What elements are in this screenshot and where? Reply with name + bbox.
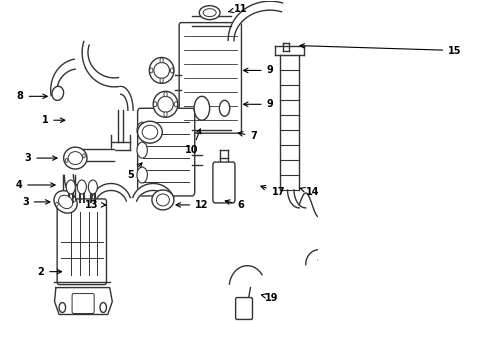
Ellipse shape bbox=[137, 121, 162, 143]
Circle shape bbox=[360, 215, 366, 225]
Polygon shape bbox=[64, 175, 82, 202]
Text: 5: 5 bbox=[127, 163, 142, 180]
Polygon shape bbox=[132, 184, 173, 201]
Circle shape bbox=[56, 202, 58, 206]
Circle shape bbox=[59, 302, 65, 312]
Text: 19: 19 bbox=[261, 293, 278, 302]
Text: 4: 4 bbox=[16, 180, 55, 190]
Circle shape bbox=[77, 180, 86, 194]
Text: 14: 14 bbox=[299, 187, 318, 197]
Circle shape bbox=[170, 68, 173, 73]
Text: 3: 3 bbox=[22, 197, 50, 207]
Text: 15: 15 bbox=[299, 44, 461, 55]
Ellipse shape bbox=[59, 195, 73, 208]
FancyBboxPatch shape bbox=[72, 293, 94, 314]
Polygon shape bbox=[92, 184, 130, 201]
Circle shape bbox=[137, 122, 147, 138]
Text: 2: 2 bbox=[38, 267, 61, 276]
Ellipse shape bbox=[203, 9, 216, 17]
Circle shape bbox=[194, 96, 209, 120]
Polygon shape bbox=[82, 41, 119, 87]
Ellipse shape bbox=[199, 6, 220, 20]
Polygon shape bbox=[118, 110, 123, 142]
Text: 1: 1 bbox=[41, 115, 65, 125]
FancyBboxPatch shape bbox=[179, 23, 241, 133]
Ellipse shape bbox=[158, 96, 173, 112]
Ellipse shape bbox=[68, 152, 82, 165]
Ellipse shape bbox=[149, 58, 174, 84]
Circle shape bbox=[73, 198, 76, 202]
Ellipse shape bbox=[52, 86, 63, 100]
Circle shape bbox=[100, 302, 106, 312]
Text: 11: 11 bbox=[228, 4, 247, 14]
Circle shape bbox=[65, 158, 68, 162]
Text: 6: 6 bbox=[225, 200, 244, 210]
Text: 13: 13 bbox=[84, 200, 105, 210]
Text: 9: 9 bbox=[243, 66, 273, 76]
FancyBboxPatch shape bbox=[235, 298, 252, 319]
Circle shape bbox=[153, 102, 157, 107]
Ellipse shape bbox=[156, 194, 169, 206]
Text: 7: 7 bbox=[238, 131, 257, 141]
Circle shape bbox=[163, 112, 167, 117]
Circle shape bbox=[219, 100, 229, 116]
Circle shape bbox=[88, 180, 97, 194]
Polygon shape bbox=[51, 59, 75, 95]
Circle shape bbox=[82, 154, 85, 158]
Circle shape bbox=[66, 180, 75, 194]
FancyBboxPatch shape bbox=[212, 162, 235, 203]
Circle shape bbox=[160, 58, 163, 63]
Polygon shape bbox=[63, 175, 75, 260]
Ellipse shape bbox=[54, 191, 77, 213]
Circle shape bbox=[160, 78, 163, 83]
Text: 9: 9 bbox=[243, 99, 273, 109]
Text: 8: 8 bbox=[17, 91, 47, 101]
Polygon shape bbox=[121, 86, 133, 111]
Text: 18: 18 bbox=[0, 359, 1, 360]
Ellipse shape bbox=[154, 62, 169, 78]
Text: 12: 12 bbox=[176, 200, 208, 210]
Circle shape bbox=[137, 167, 147, 183]
Ellipse shape bbox=[152, 190, 174, 210]
Circle shape bbox=[174, 102, 177, 107]
FancyBboxPatch shape bbox=[57, 199, 106, 285]
Text: 3: 3 bbox=[24, 153, 57, 163]
Circle shape bbox=[137, 142, 147, 158]
Ellipse shape bbox=[142, 125, 158, 139]
Ellipse shape bbox=[153, 91, 178, 117]
Polygon shape bbox=[228, 1, 282, 41]
Ellipse shape bbox=[63, 147, 87, 169]
Text: 16: 16 bbox=[0, 359, 1, 360]
Circle shape bbox=[149, 68, 153, 73]
FancyBboxPatch shape bbox=[372, 246, 388, 274]
Polygon shape bbox=[81, 149, 114, 161]
FancyBboxPatch shape bbox=[137, 108, 194, 196]
Polygon shape bbox=[55, 288, 112, 315]
Circle shape bbox=[163, 92, 167, 97]
Text: 10: 10 bbox=[185, 129, 201, 155]
Text: 17: 17 bbox=[260, 185, 285, 197]
